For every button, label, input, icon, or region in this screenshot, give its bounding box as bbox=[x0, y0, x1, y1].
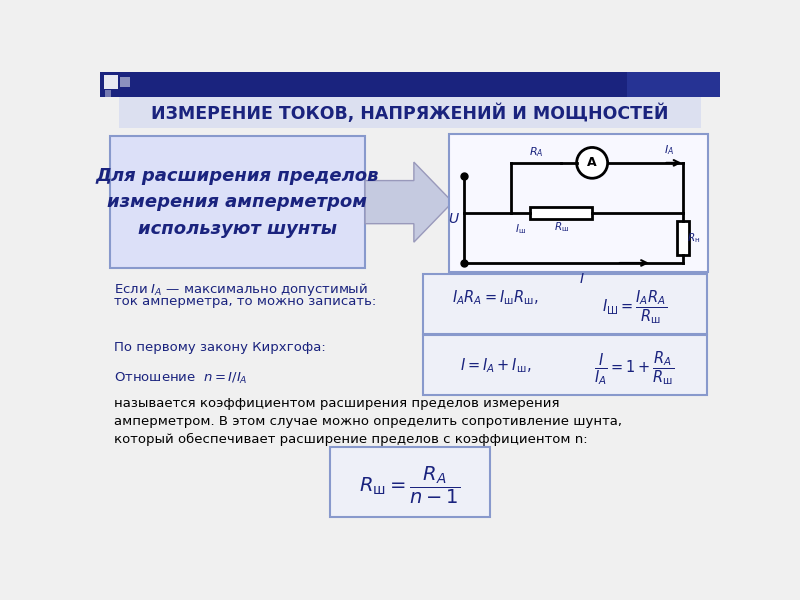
Text: I: I bbox=[579, 272, 583, 286]
FancyBboxPatch shape bbox=[105, 91, 111, 97]
FancyBboxPatch shape bbox=[110, 136, 365, 268]
Text: $R_A$: $R_A$ bbox=[529, 145, 543, 159]
FancyBboxPatch shape bbox=[423, 335, 707, 395]
Text: $I_{\rm ш}$: $I_{\rm ш}$ bbox=[514, 222, 526, 236]
Text: U: U bbox=[448, 212, 458, 226]
FancyBboxPatch shape bbox=[104, 75, 118, 89]
FancyBboxPatch shape bbox=[677, 221, 689, 255]
Text: $R_{\rm ш} = \dfrac{R_A}{n - 1}$: $R_{\rm ш} = \dfrac{R_A}{n - 1}$ bbox=[359, 464, 461, 506]
Text: ИЗМЕРЕНИЕ ТОКОВ, НАПРЯЖЕНИЙ И МОЩНОСТЕЙ: ИЗМЕРЕНИЕ ТОКОВ, НАПРЯЖЕНИЙ И МОЩНОСТЕЙ bbox=[151, 103, 669, 122]
FancyBboxPatch shape bbox=[627, 72, 720, 97]
Text: $R_{\rm н}$: $R_{\rm н}$ bbox=[686, 231, 700, 245]
FancyBboxPatch shape bbox=[120, 77, 130, 86]
FancyBboxPatch shape bbox=[330, 447, 490, 517]
Circle shape bbox=[577, 148, 608, 178]
FancyBboxPatch shape bbox=[530, 207, 592, 219]
Text: называется коэффициентом расширения пределов измерения
амперметром. В этом случа: называется коэффициентом расширения пред… bbox=[114, 397, 622, 446]
FancyBboxPatch shape bbox=[100, 128, 720, 534]
FancyBboxPatch shape bbox=[449, 134, 708, 272]
Text: $I_A R_A = I_{\rm ш} R_{\rm ш},$: $I_A R_A = I_{\rm ш} R_{\rm ш},$ bbox=[452, 288, 538, 307]
Text: A: A bbox=[587, 157, 597, 169]
Text: Отношение  $n = I / I_A$: Отношение $n = I / I_A$ bbox=[114, 371, 248, 386]
Polygon shape bbox=[365, 162, 453, 242]
Text: ток амперметра, то можно записать:: ток амперметра, то можно записать: bbox=[114, 295, 376, 308]
Text: $I_A$: $I_A$ bbox=[664, 143, 674, 157]
Text: $I = I_A + I_{\rm ш},$: $I = I_A + I_{\rm ш},$ bbox=[459, 356, 531, 375]
Text: $I_{\rm Ш} = \dfrac{I_A R_A}{R_{\rm ш}}$: $I_{\rm Ш} = \dfrac{I_A R_A}{R_{\rm ш}}$ bbox=[602, 288, 667, 326]
Text: $\dfrac{I}{I_A} = 1 + \dfrac{R_A}{R_{\rm ш}}$: $\dfrac{I}{I_A} = 1 + \dfrac{R_A}{R_{\rm… bbox=[594, 349, 675, 388]
FancyBboxPatch shape bbox=[423, 274, 707, 334]
Text: Для расширения пределов
измерения амперметром
используют шунты: Для расширения пределов измерения амперм… bbox=[95, 167, 379, 238]
FancyBboxPatch shape bbox=[100, 72, 720, 97]
Text: Если $I_A$ — максимально допустимый: Если $I_A$ — максимально допустимый bbox=[114, 281, 368, 298]
Text: По первому закону Кирхгофа:: По первому закону Кирхгофа: bbox=[114, 341, 326, 355]
Text: $R_{\rm ш}$: $R_{\rm ш}$ bbox=[554, 221, 569, 235]
FancyBboxPatch shape bbox=[119, 97, 701, 128]
